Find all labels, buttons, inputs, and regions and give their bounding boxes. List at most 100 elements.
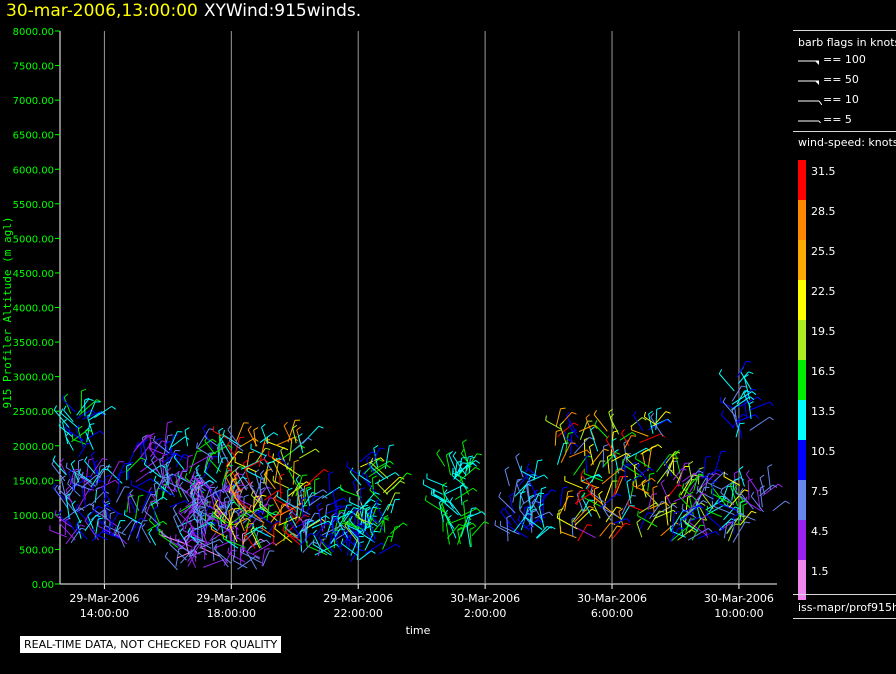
barb-flag (657, 444, 663, 449)
barb-flag (287, 487, 293, 491)
wind-barb (161, 483, 176, 493)
barb-flag (634, 462, 639, 466)
wind-barb (229, 524, 238, 543)
barb-flag (104, 500, 110, 504)
wind-barb (268, 455, 282, 463)
barb-flag (90, 451, 96, 456)
wind-barb (714, 451, 722, 474)
barb-flag (87, 511, 92, 516)
barb-flag (53, 405, 58, 411)
barb-flag (167, 434, 173, 437)
barb-flag (148, 487, 152, 492)
wind-barb (232, 476, 243, 490)
speed-color-swatch (798, 200, 806, 240)
barb-flag (332, 517, 338, 522)
wind-barb (125, 457, 142, 473)
wind-barb (94, 509, 103, 525)
wind-barb (225, 539, 239, 549)
barb-flag (749, 396, 755, 400)
barb-flag (358, 549, 364, 552)
barb-flag (356, 488, 361, 493)
wind-barb (575, 526, 596, 539)
wind-barb (300, 490, 305, 513)
barb-flag (458, 470, 463, 475)
barb-flag (81, 388, 87, 392)
barb-flag (234, 472, 239, 477)
wind-barb (204, 471, 217, 483)
y-tick-label: 2000.00 (13, 442, 54, 453)
wind-barb (173, 457, 185, 470)
wind-barb (635, 458, 651, 469)
barb-cluster (49, 451, 138, 545)
wind-barb (386, 492, 396, 511)
barb-flag (349, 515, 353, 521)
barb-flag (458, 523, 464, 527)
barb-flag (200, 505, 206, 509)
barb-flag (535, 500, 541, 504)
wind-barb (671, 512, 675, 534)
barb-flag (194, 528, 200, 531)
wind-barb (739, 371, 752, 390)
barb-flag (537, 519, 543, 523)
barb-flag (199, 509, 205, 514)
barb-flag (573, 422, 579, 426)
barb-flag (371, 451, 377, 455)
wind-barb (454, 487, 474, 500)
wind-barb (599, 522, 611, 537)
wind-barb (601, 468, 621, 485)
barb-flag (75, 424, 80, 429)
wind-barb (231, 498, 244, 512)
barb-flag (328, 520, 333, 526)
wind-barb (687, 527, 709, 541)
wind-barb (706, 482, 722, 490)
wind-barb (720, 401, 736, 410)
wind-barb (585, 474, 597, 490)
wind-barb (371, 478, 375, 495)
barb-flag (316, 502, 322, 507)
wind-barb (506, 517, 509, 542)
barb-flag (588, 436, 594, 440)
barb-flag (104, 503, 110, 508)
barb-flag (616, 506, 622, 509)
wind-barb (705, 497, 727, 511)
wind-barb (423, 484, 443, 495)
barb-flag (565, 411, 570, 417)
barb-flag (211, 438, 217, 443)
wind-barb (335, 501, 338, 523)
wind-barb (124, 514, 142, 525)
wind-barb (276, 495, 297, 509)
barb-flag (580, 470, 584, 476)
barb-flag (255, 555, 260, 560)
wind-profile-chart: 0.00 500.00 1000.00 1500.00 2000.00 2500.00 30… (1, 27, 790, 637)
barb-flag (126, 463, 132, 467)
barb-flag (68, 427, 71, 433)
barb-flag (472, 487, 478, 492)
barb-flag (498, 491, 502, 497)
wind-barb (681, 472, 695, 483)
barb-flag (59, 458, 64, 463)
wind-barb (72, 482, 91, 491)
wind-barb (747, 480, 750, 500)
barb-flag (365, 506, 371, 510)
y-tick-label: 3000.00 (13, 373, 54, 384)
wind-barb (263, 489, 279, 501)
barb-flag (318, 425, 324, 429)
barb-flag (97, 521, 100, 527)
wind-barb (356, 511, 372, 528)
wind-barb (163, 477, 175, 497)
wind-barb (242, 509, 258, 524)
wind-barb (585, 417, 596, 441)
wind-barb (709, 495, 722, 512)
wind-barb (282, 529, 302, 546)
barb-flag (138, 494, 144, 497)
barb-flag (632, 410, 637, 416)
wind-barb (456, 522, 466, 545)
wind-barb (338, 510, 350, 527)
barb-flag (195, 468, 199, 474)
wind-barb (224, 475, 237, 497)
wind-barb (263, 462, 270, 484)
wind-barb (359, 451, 373, 463)
wind-barb (702, 472, 716, 487)
barb-flag (220, 443, 225, 448)
wind-barb (664, 496, 668, 518)
